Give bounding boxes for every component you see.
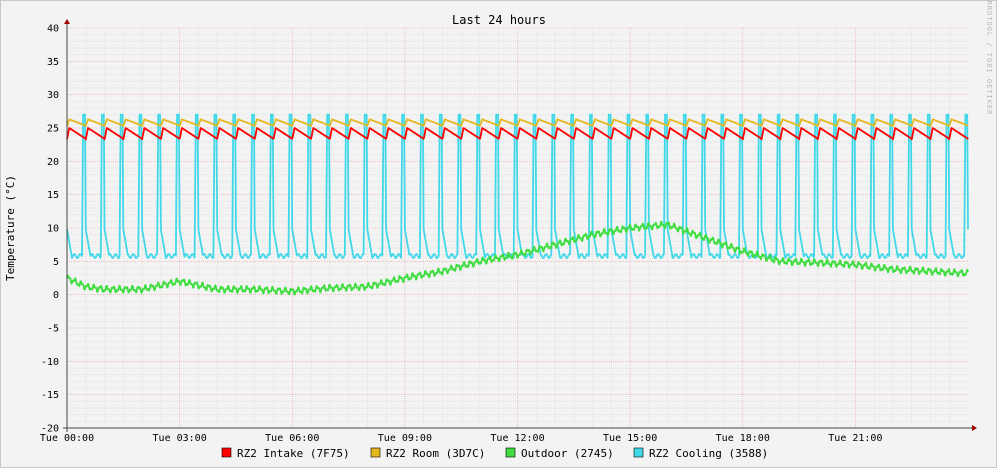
legend-label-room: RZ2 Room (3D7C) xyxy=(386,447,485,460)
legend-label-intake: RZ2 Intake (7F75) xyxy=(237,447,350,460)
legend-swatch-cooling xyxy=(633,447,644,458)
legend-swatch-room xyxy=(370,447,381,458)
legend-label-outdoor: Outdoor (2745) xyxy=(521,447,614,460)
y-tick-label: -5 xyxy=(47,324,59,335)
series-line-2 xyxy=(66,118,969,127)
series-lines xyxy=(66,113,969,296)
legend-swatch-outdoor xyxy=(505,447,516,458)
series-line-3 xyxy=(66,220,969,296)
y-axis-arrow xyxy=(64,19,70,24)
series-line-1 xyxy=(66,127,969,141)
x-tick-label: Tue 06:00 xyxy=(265,433,319,444)
series-line-4 xyxy=(66,113,969,259)
x-tick-label: Tue 03:00 xyxy=(153,433,207,444)
x-tick-labels: Tue 00:00 Tue 03:00 Tue 06:00 Tue 09:00 Tue … xyxy=(40,433,883,444)
axes xyxy=(63,19,977,432)
y-tick-label: -10 xyxy=(41,357,59,368)
x-tick-label: Tue 00:00 xyxy=(40,433,94,444)
legend: RZ2 Intake (7F75) RZ2 Room (3D7C) Outdoo… xyxy=(221,447,768,460)
x-tick-label: Tue 12:00 xyxy=(490,433,544,444)
y-tick-label: 25 xyxy=(47,124,59,135)
legend-label-cooling: RZ2 Cooling (3588) xyxy=(649,447,768,460)
y-tick-label: 0 xyxy=(53,290,59,301)
x-axis-arrow xyxy=(972,425,977,431)
legend-swatch-intake xyxy=(221,447,232,458)
y-tick-label: -20 xyxy=(41,424,59,435)
y-tick-label: 5 xyxy=(53,257,59,268)
y-tick-label: 15 xyxy=(47,190,59,201)
watermark: RRDTOOL / TOBI OETIKER xyxy=(985,1,993,116)
x-tick-label: Tue 21:00 xyxy=(828,433,882,444)
y-tick-label: -15 xyxy=(41,390,59,401)
x-tick-label: Tue 15:00 xyxy=(603,433,657,444)
y-tick-label: 30 xyxy=(47,90,59,101)
y-tick-label: 40 xyxy=(47,24,59,35)
x-tick-label: Tue 09:00 xyxy=(378,433,432,444)
chart-title: Last 24 hours xyxy=(452,13,546,27)
x-tick-label: Tue 18:00 xyxy=(716,433,770,444)
y-tick-label: 10 xyxy=(47,224,59,235)
y-tick-labels: 40 35 30 25 20 15 10 5 0 -5 -10 -15 -20 xyxy=(41,24,59,435)
y-tick-label: 20 xyxy=(47,157,59,168)
y-tick-label: 35 xyxy=(47,57,59,68)
y-axis-label: Temperature (°C) xyxy=(4,175,17,281)
